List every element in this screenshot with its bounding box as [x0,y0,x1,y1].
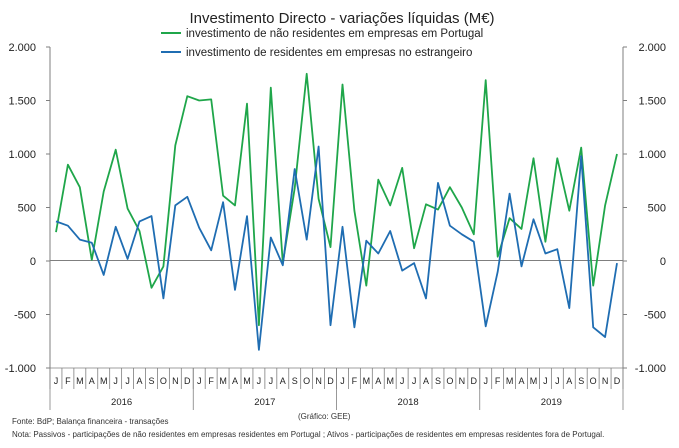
y-tick-label-right: -1.000 [635,363,666,375]
x-month-label: J [483,376,488,386]
y-tick-label-left: 1.500 [8,96,36,108]
x-month-label: D [184,376,191,386]
x-year-label: 2016 [111,397,132,408]
y-tick-label-left: 0 [30,256,36,268]
y-axis-left: -1.000 -500 0 500 1.000 1.500 2.000 [5,42,50,375]
x-month-label: S [578,376,584,386]
x-month-label: A [232,376,238,386]
x-month-label: D [614,376,621,386]
x-month-label: J [412,376,417,386]
x-month-label: M [386,376,394,386]
x-month-label: S [435,376,441,386]
y-tick-label-right: 1.000 [638,149,666,161]
x-month-label: S [148,376,154,386]
x-month-label: F [208,376,214,386]
x-month-label: F [495,376,501,386]
x-month-label: A [423,376,429,386]
source-note: Fonte: BdP; Balança financeira - transaç… [12,417,169,426]
x-month-label: J [257,376,262,386]
x-month-label: A [519,376,525,386]
chart-title: Investimento Directo - variações líquida… [189,10,494,27]
x-month-label: A [89,376,95,386]
x-month-label: A [375,376,381,386]
x-month-label: A [137,376,143,386]
x-month-label: M [506,376,514,386]
x-month-label: J [555,376,560,386]
x-month-label: M [76,376,84,386]
x-month-label: J [340,376,345,386]
x-year-label: 2018 [398,397,419,408]
series-line-1 [55,145,618,351]
x-month-label: D [327,376,334,386]
x-year-label: 2019 [541,397,562,408]
y-tick-label-left: 2.000 [8,42,36,54]
x-month-label: N [172,376,179,386]
x-month-label: J [113,376,118,386]
legend-label-series-1: investimento de residentes em empresas n… [186,47,472,59]
x-month-label: M [100,376,108,386]
x-month-label: O [590,376,597,386]
y-tick-label-right: 0 [660,256,666,268]
y-tick-label-right: 500 [648,203,666,215]
footnote: Nota: Passivos - participações de não re… [12,430,605,439]
y-tick-label-right: -500 [644,310,666,322]
legend-label-series-0: investimento de não residentes em empres… [186,28,483,40]
x-month-label: O [303,376,310,386]
y-tick-label-left: -500 [14,310,36,322]
chart-credit: (Gráfico: GEE) [298,412,351,421]
x-month-label: N [459,376,466,386]
y-tick-label-left: -1.000 [5,363,36,375]
x-month-label: O [446,376,453,386]
x-month-label: O [160,376,167,386]
x-month-label: J [125,376,130,386]
x-month-label: J [269,376,274,386]
x-month-label: J [400,376,405,386]
x-month-label: J [197,376,202,386]
x-month-label: N [315,376,322,386]
x-month-label: S [292,376,298,386]
axes [49,47,624,368]
x-month-label: F [65,376,71,386]
x-month-label: D [471,376,478,386]
x-month-label: A [280,376,286,386]
y-tick-label-right: 1.500 [638,96,666,108]
y-tick-label-left: 500 [18,203,36,215]
x-month-label: F [352,376,358,386]
x-month-label: M [219,376,227,386]
x-month-label: A [566,376,572,386]
x-month-label: J [54,376,59,386]
x-month-label: J [543,376,548,386]
x-month-label: M [243,376,251,386]
y-tick-label-right: 2.000 [638,42,666,54]
series-lines [55,72,618,351]
series-line-0 [55,72,618,327]
x-month-label: M [363,376,371,386]
x-month-label: M [530,376,538,386]
x-month-label: N [602,376,609,386]
y-axis-right: -1.000 -500 0 500 1.000 1.500 2.000 [623,42,666,375]
x-year-label: 2017 [254,397,275,408]
y-tick-label-left: 1.000 [8,149,36,161]
